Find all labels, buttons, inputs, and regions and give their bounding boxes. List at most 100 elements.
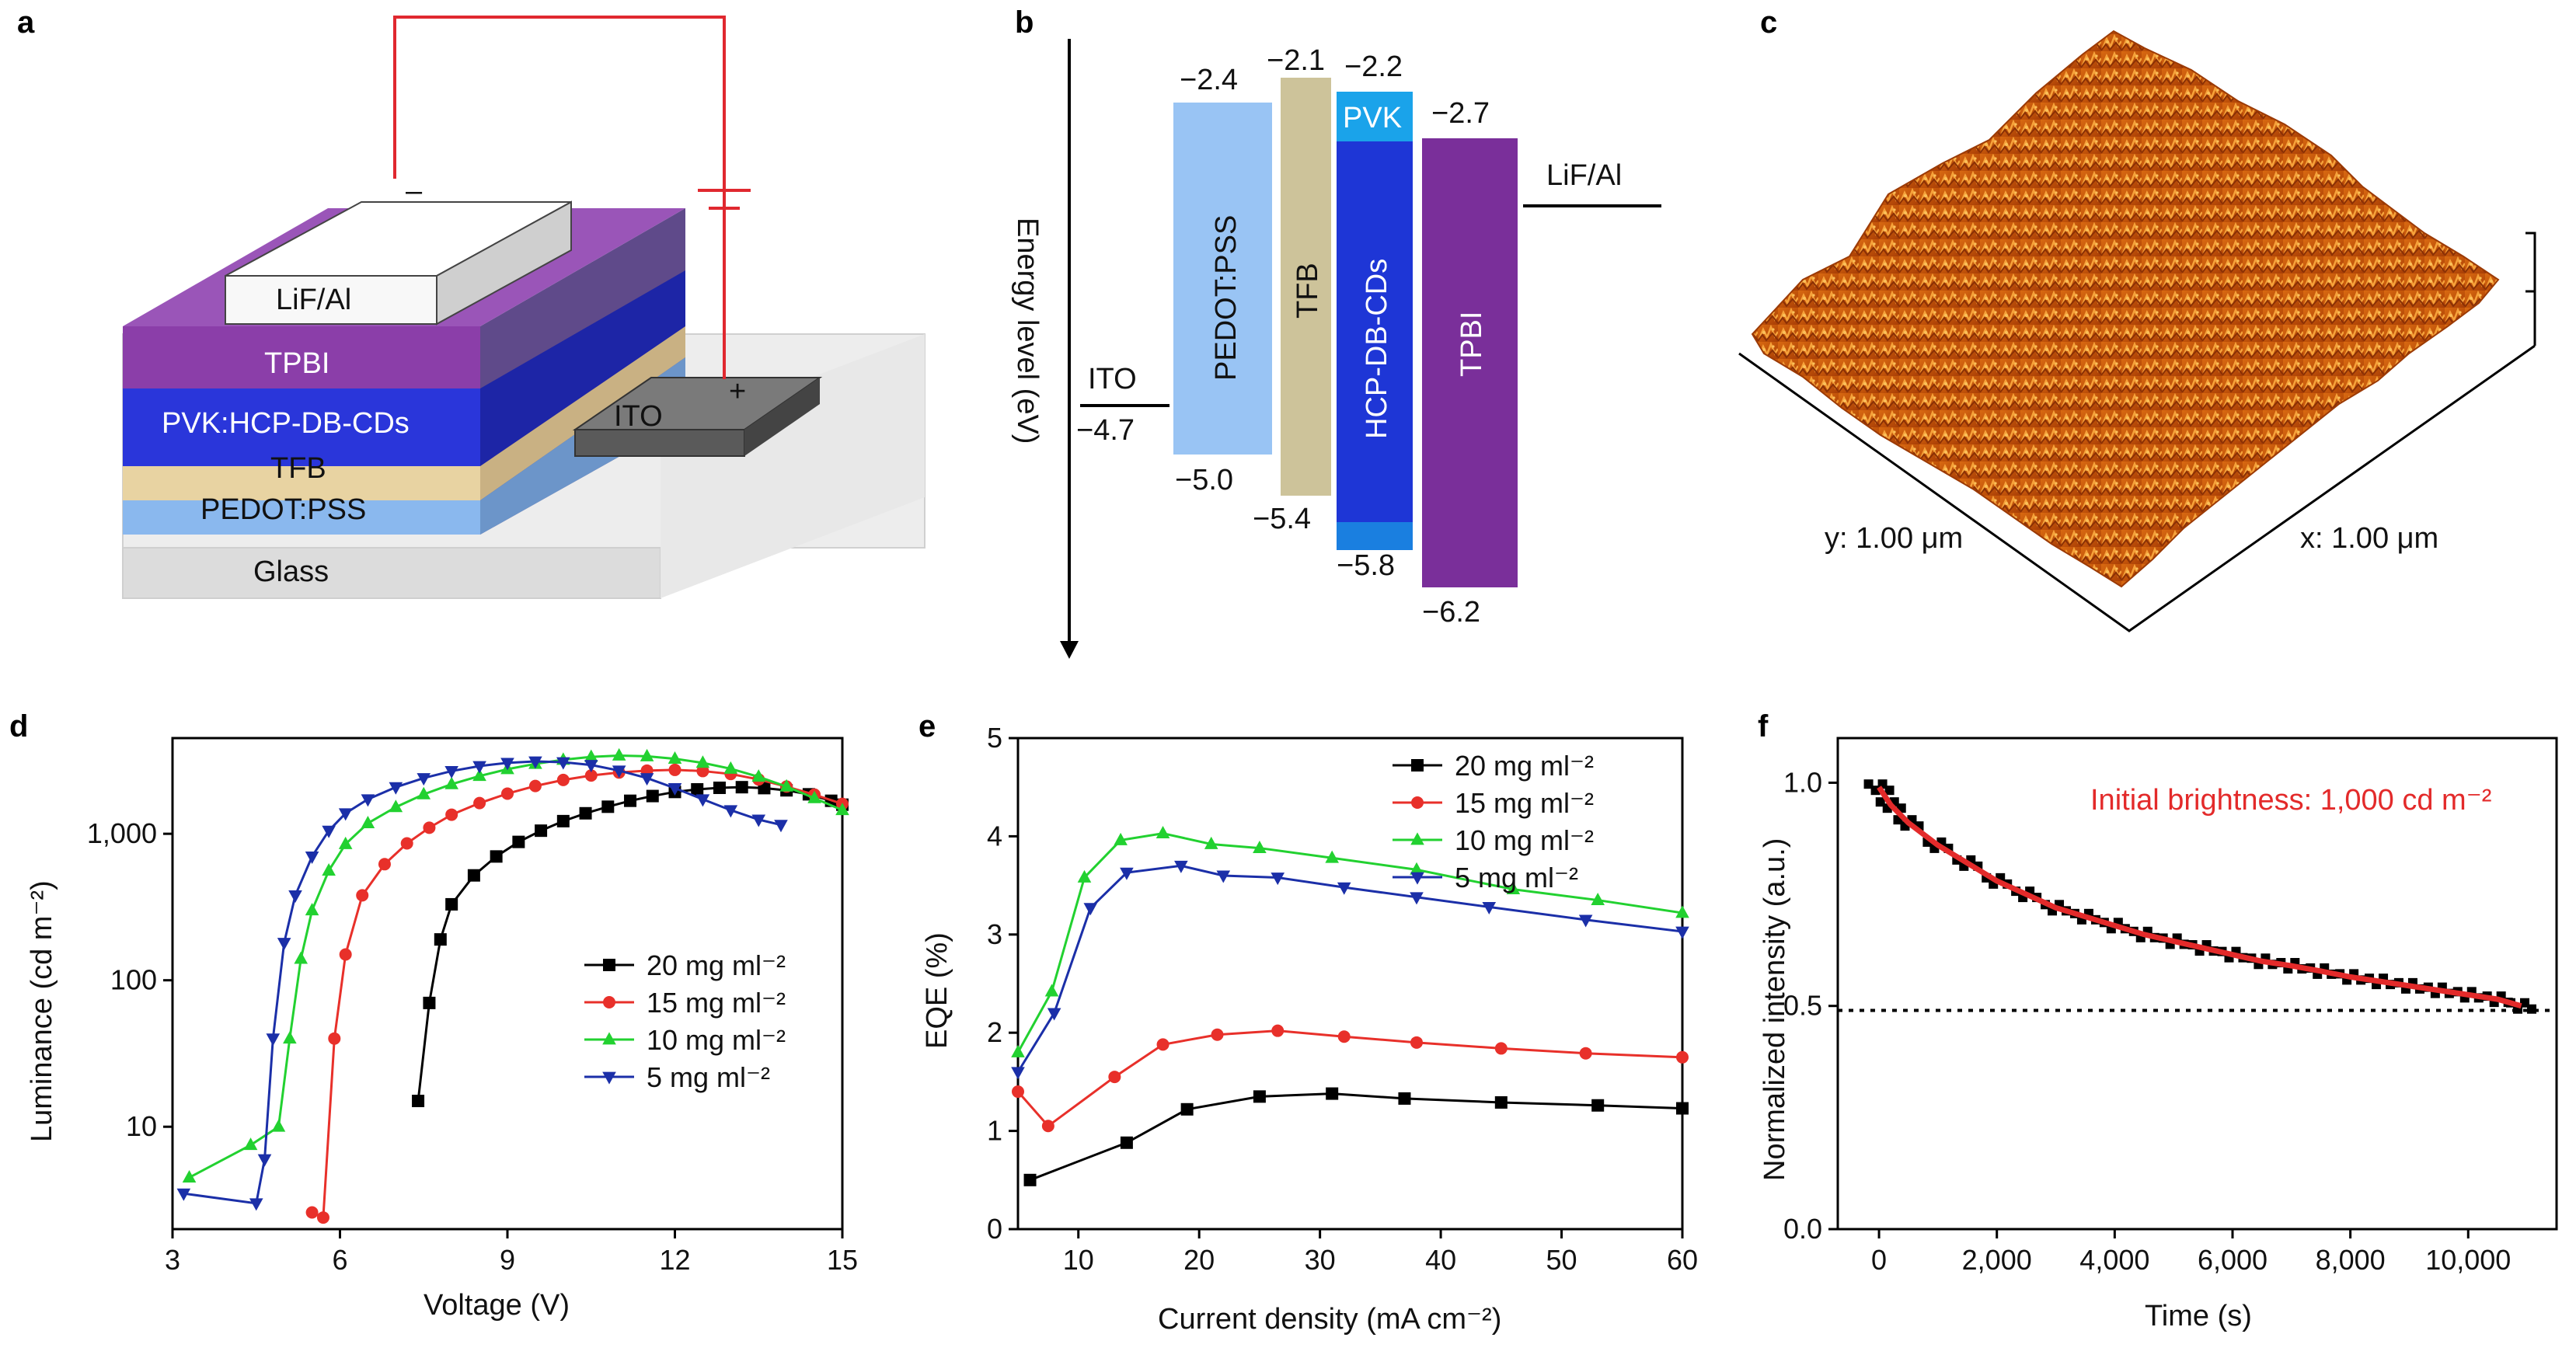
data-point (1676, 1050, 1689, 1064)
x-tick-label: 10 (1063, 1244, 1094, 1276)
x-tick-label: 3 (165, 1244, 180, 1276)
data-point (723, 761, 738, 774)
data-point (445, 808, 458, 821)
data-point (1337, 882, 1351, 895)
data-point (1108, 1071, 1121, 1084)
y-tick-label: 0 (987, 1213, 1002, 1245)
legend-label: 20 mg ml⁻² (1455, 750, 1594, 782)
data-point (1253, 840, 1267, 853)
data-point (1579, 1047, 1592, 1060)
data-point (774, 820, 788, 833)
energy-axis-arrow (1060, 641, 1079, 659)
panel-d: d Voltage (V) Luminance (cd m⁻²) 3 6 9 12 15… (9, 709, 858, 1322)
data-point (1398, 1092, 1411, 1105)
panel-label-d: d (9, 709, 28, 744)
data-point (807, 790, 821, 803)
hcp-block (1337, 92, 1413, 550)
data-point (472, 768, 486, 782)
data-point (1012, 1085, 1024, 1099)
glass-substrate-front (122, 547, 661, 599)
data-point (434, 933, 447, 946)
data-point (1337, 1030, 1351, 1043)
legend-marker (1410, 872, 1424, 885)
data-point (779, 778, 793, 792)
data-point (412, 1095, 425, 1108)
afm-x-label: x: 1.00 μm (2300, 522, 2438, 555)
series-d (176, 747, 849, 1224)
legend-label: 10 mg ml⁻² (1455, 824, 1594, 856)
data-point (1180, 1102, 1194, 1116)
legend-marker (1411, 759, 1424, 772)
x-tick-label: 20 (1183, 1244, 1215, 1276)
data-point (1271, 873, 1285, 886)
data-point (584, 760, 598, 773)
data-point (266, 1033, 281, 1047)
series-line (188, 754, 843, 1179)
data-point (556, 814, 570, 827)
x-tick-label: 0 (1871, 1244, 1887, 1276)
data-point (445, 897, 458, 911)
lifal-label: LiF/Al (276, 284, 351, 316)
panel-c: c y: 1.00 μm x: 1.00 μm (1738, 5, 2536, 632)
legend-label: 15 mg ml⁻² (647, 987, 786, 1019)
circuit-wire-top (393, 16, 726, 224)
legend-marker (603, 996, 615, 1008)
data-point (601, 800, 615, 813)
tfb-bottom-value: −5.4 (1253, 503, 1311, 535)
data-point (1156, 826, 1170, 839)
data-point (579, 806, 592, 820)
panel-a: a ITO + LiF/Al – TPBI PVK:HCP-DB-CDs (17, 5, 925, 599)
data-point (640, 748, 654, 761)
data-point (713, 781, 726, 794)
data-point (1675, 905, 1689, 918)
legend-label: 10 mg ml⁻² (647, 1024, 786, 1056)
y-tick-label: 3 (987, 918, 1002, 950)
data-point (400, 837, 413, 850)
x-tick-label: 15 (827, 1244, 858, 1276)
data-point (1884, 785, 1895, 796)
afm-y-label: y: 1.00 μm (1825, 522, 1963, 555)
pvk-right-face (480, 270, 685, 466)
data-point (612, 765, 626, 778)
ito-pad-front (574, 429, 745, 457)
panel-b: b Energy level (eV) ITO −4.7 PEDOT:PSS −… (1011, 5, 1661, 659)
series-e (1011, 826, 1689, 1186)
energy-axis-label: Energy level (eV) (1011, 218, 1044, 444)
xlabel-d: Voltage (V) (424, 1289, 570, 1322)
y-tick-label: 10 (126, 1110, 157, 1142)
data-point (835, 803, 849, 816)
data-point (751, 814, 766, 827)
tfb-label: TFB (270, 452, 326, 485)
data-point (1410, 1036, 1423, 1049)
data-point (305, 1206, 319, 1219)
data-point (501, 787, 514, 800)
data-point (1253, 1090, 1266, 1103)
data-point (283, 1031, 297, 1044)
afm-z-scale (2525, 232, 2536, 346)
tfb-layer (123, 466, 480, 500)
x-tick-label: 30 (1305, 1244, 1336, 1276)
data-point (305, 903, 319, 916)
series-line (417, 785, 843, 1102)
ticks-f: 0 2,000 4,000 6,000 8,000 10,000 0.0 0.5 1.0 (1783, 766, 2511, 1276)
xlabel-e: Current density (mA cm⁻²) (1158, 1303, 1501, 1336)
tpbi-block-label: TPBI (1455, 312, 1488, 377)
x-tick-label: 6,000 (2198, 1244, 2268, 1276)
panel-label-a: a (17, 5, 35, 40)
data-point (1041, 1120, 1054, 1133)
data-point (1156, 1038, 1169, 1051)
data-point (1011, 1044, 1025, 1057)
tfb-block-label: TFB (1291, 263, 1324, 319)
data-point (1204, 836, 1218, 849)
data-point (378, 858, 391, 871)
panel-e: e Current density (mA cm⁻²) EQE (%) 10 20… (919, 709, 1698, 1336)
data-point (646, 789, 659, 803)
data-point (556, 757, 570, 770)
data-point (584, 769, 598, 782)
ito-pad-side (744, 378, 820, 456)
glass-label: Glass (253, 556, 329, 588)
legend-e: 20 mg ml⁻² 15 mg ml⁻² 10 mg ml⁻² 5 mg ml⁻² (1393, 750, 1594, 893)
data-point (668, 782, 682, 796)
pedot-bottom-value: −5.0 (1175, 464, 1233, 496)
